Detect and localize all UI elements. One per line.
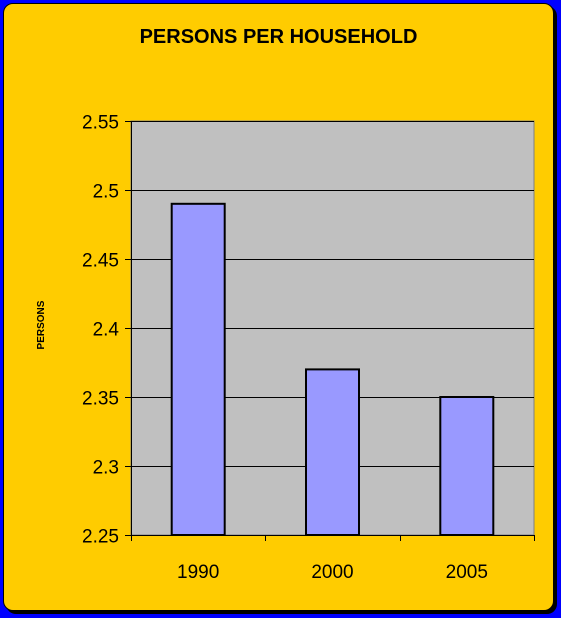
- bar-2000: [305, 368, 360, 536]
- y-tick-label: 2.25: [82, 527, 119, 548]
- x-tick-label: 2000: [311, 562, 353, 583]
- bars: [170, 202, 495, 537]
- y-axis: 2.25 2.3 2.35 2.4 2.45 2.5 2.55: [82, 113, 132, 548]
- x-tick-label: 2005: [446, 562, 488, 583]
- x-axis: 1990 2000 2005: [131, 535, 535, 583]
- y-axis-label: PERSONS: [36, 300, 47, 349]
- y-tick-label: 2.35: [82, 389, 119, 410]
- y-tick-label: 2.55: [82, 113, 119, 134]
- chart-title: PERSONS PER HOUSEHOLD: [139, 26, 418, 48]
- y-tick-label: 2.5: [93, 182, 119, 203]
- x-tick-label: 1990: [177, 562, 219, 583]
- bar-2005: [439, 396, 495, 536]
- y-tick-label: 2.4: [93, 320, 120, 341]
- y-tick-label: 2.45: [82, 251, 119, 272]
- bar-1990: [170, 202, 226, 537]
- y-tick-label: 2.3: [93, 458, 119, 479]
